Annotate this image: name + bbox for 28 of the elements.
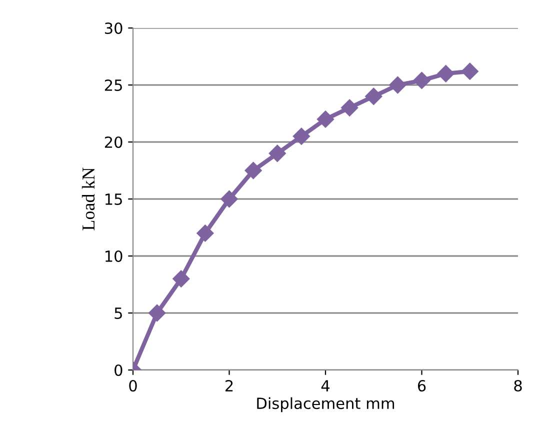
x-tick-label: 2 [226, 380, 233, 392]
x-tick-label: 6 [418, 380, 426, 392]
point [461, 62, 478, 80]
point [413, 72, 430, 89]
point [172, 270, 190, 288]
x-tick-label: 0 [129, 380, 137, 392]
point [316, 110, 334, 128]
y-tick-label: 15 [106, 194, 122, 206]
point [196, 224, 214, 242]
y-tick-label: 30 [105, 22, 122, 34]
x-axis-title: Displacement mm [257, 397, 394, 412]
x-tick-label: 8 [514, 380, 522, 392]
point [244, 162, 262, 180]
y-tick-label: 25 [104, 79, 122, 92]
point [341, 99, 358, 116]
point [292, 128, 310, 145]
y-tick-label: 0 [114, 364, 122, 376]
y-tick-label: 10 [106, 250, 122, 262]
point [389, 76, 406, 94]
y-tick-label: 20 [104, 136, 122, 148]
point [148, 304, 166, 322]
point [268, 144, 286, 162]
y-axis-title: Load kN [82, 168, 95, 230]
point [365, 88, 382, 105]
y-tick-label: 5 [114, 308, 122, 320]
point [220, 190, 238, 208]
x-tick-label: 4 [321, 380, 330, 392]
point [437, 65, 454, 82]
